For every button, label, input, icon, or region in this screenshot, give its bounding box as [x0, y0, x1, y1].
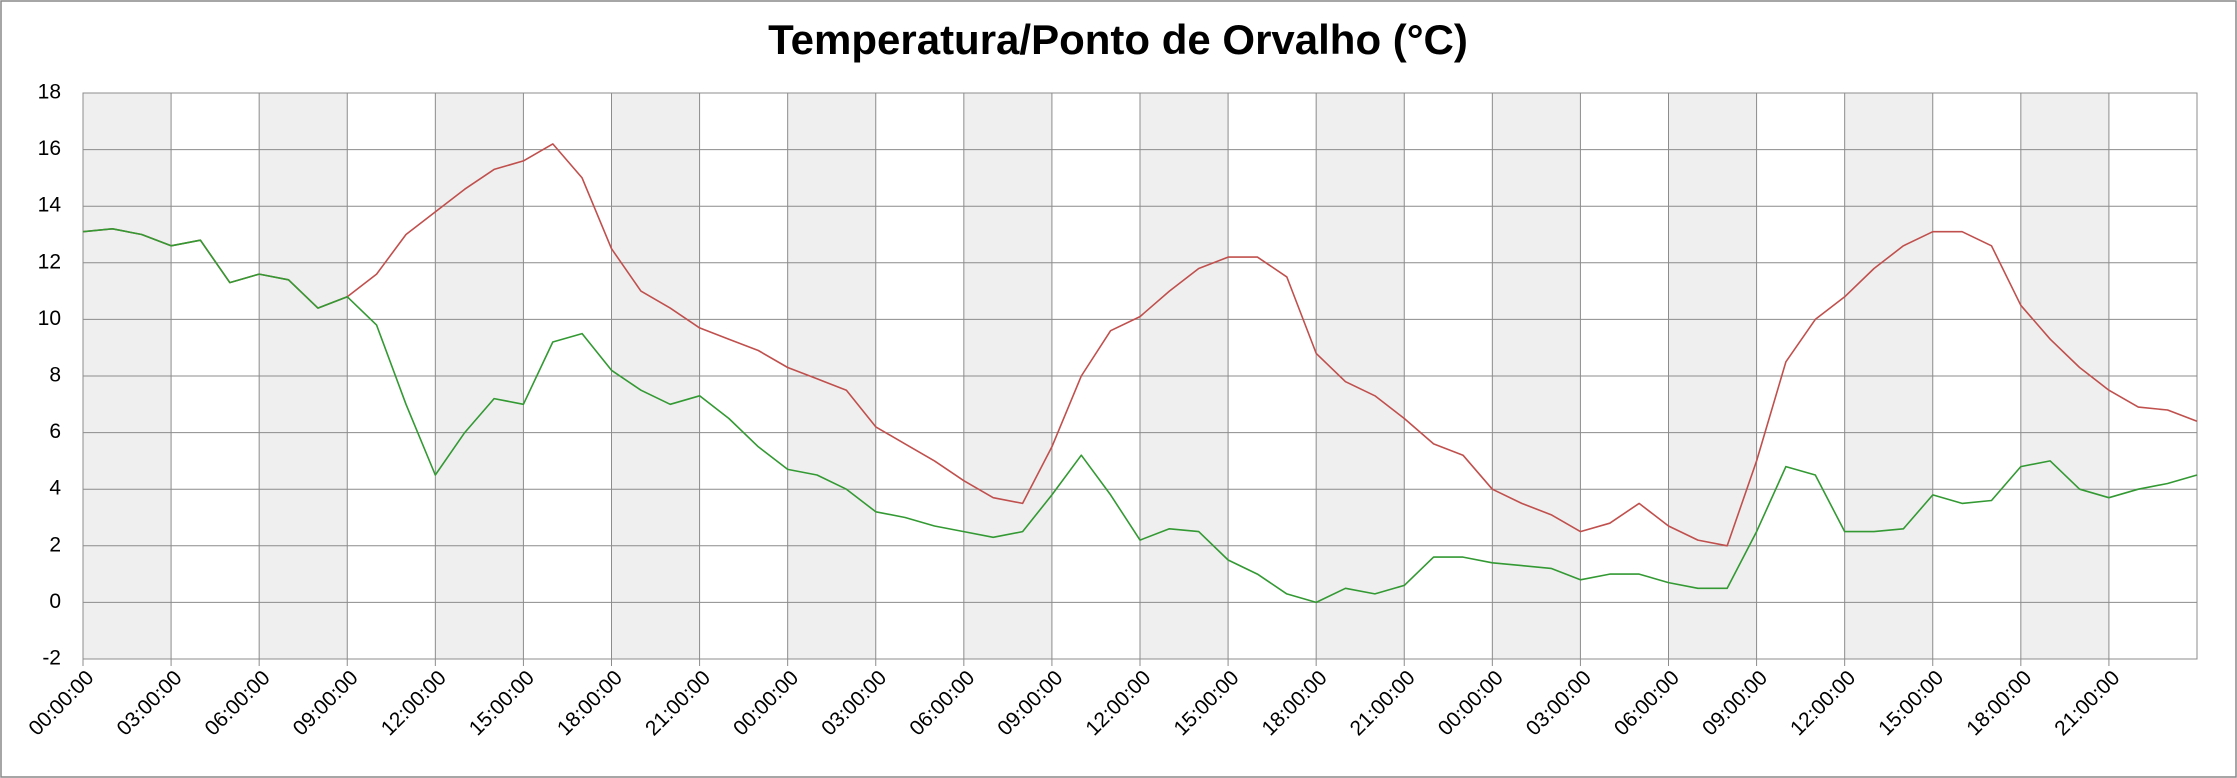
y-tick-label: 14: [38, 194, 62, 217]
y-tick-label: -2: [42, 647, 61, 670]
y-tick-label: 8: [49, 364, 61, 387]
y-tick-label: 12: [38, 250, 61, 273]
plot-border: [82, 92, 2198, 660]
y-tick-label: 2: [49, 533, 61, 556]
y-tick-label: 0: [49, 590, 61, 613]
y-tick-label: 18: [38, 81, 61, 104]
data-line: [82, 143, 2198, 547]
chart-title: Temperatura/Ponto de Orvalho (°C): [768, 16, 1468, 63]
y-tick-label: 16: [38, 137, 61, 160]
y-tick-label: 10: [38, 307, 61, 330]
y-tick-label: 6: [49, 420, 61, 443]
y-tick-label: 4: [49, 477, 61, 500]
data-line: [82, 228, 2198, 604]
